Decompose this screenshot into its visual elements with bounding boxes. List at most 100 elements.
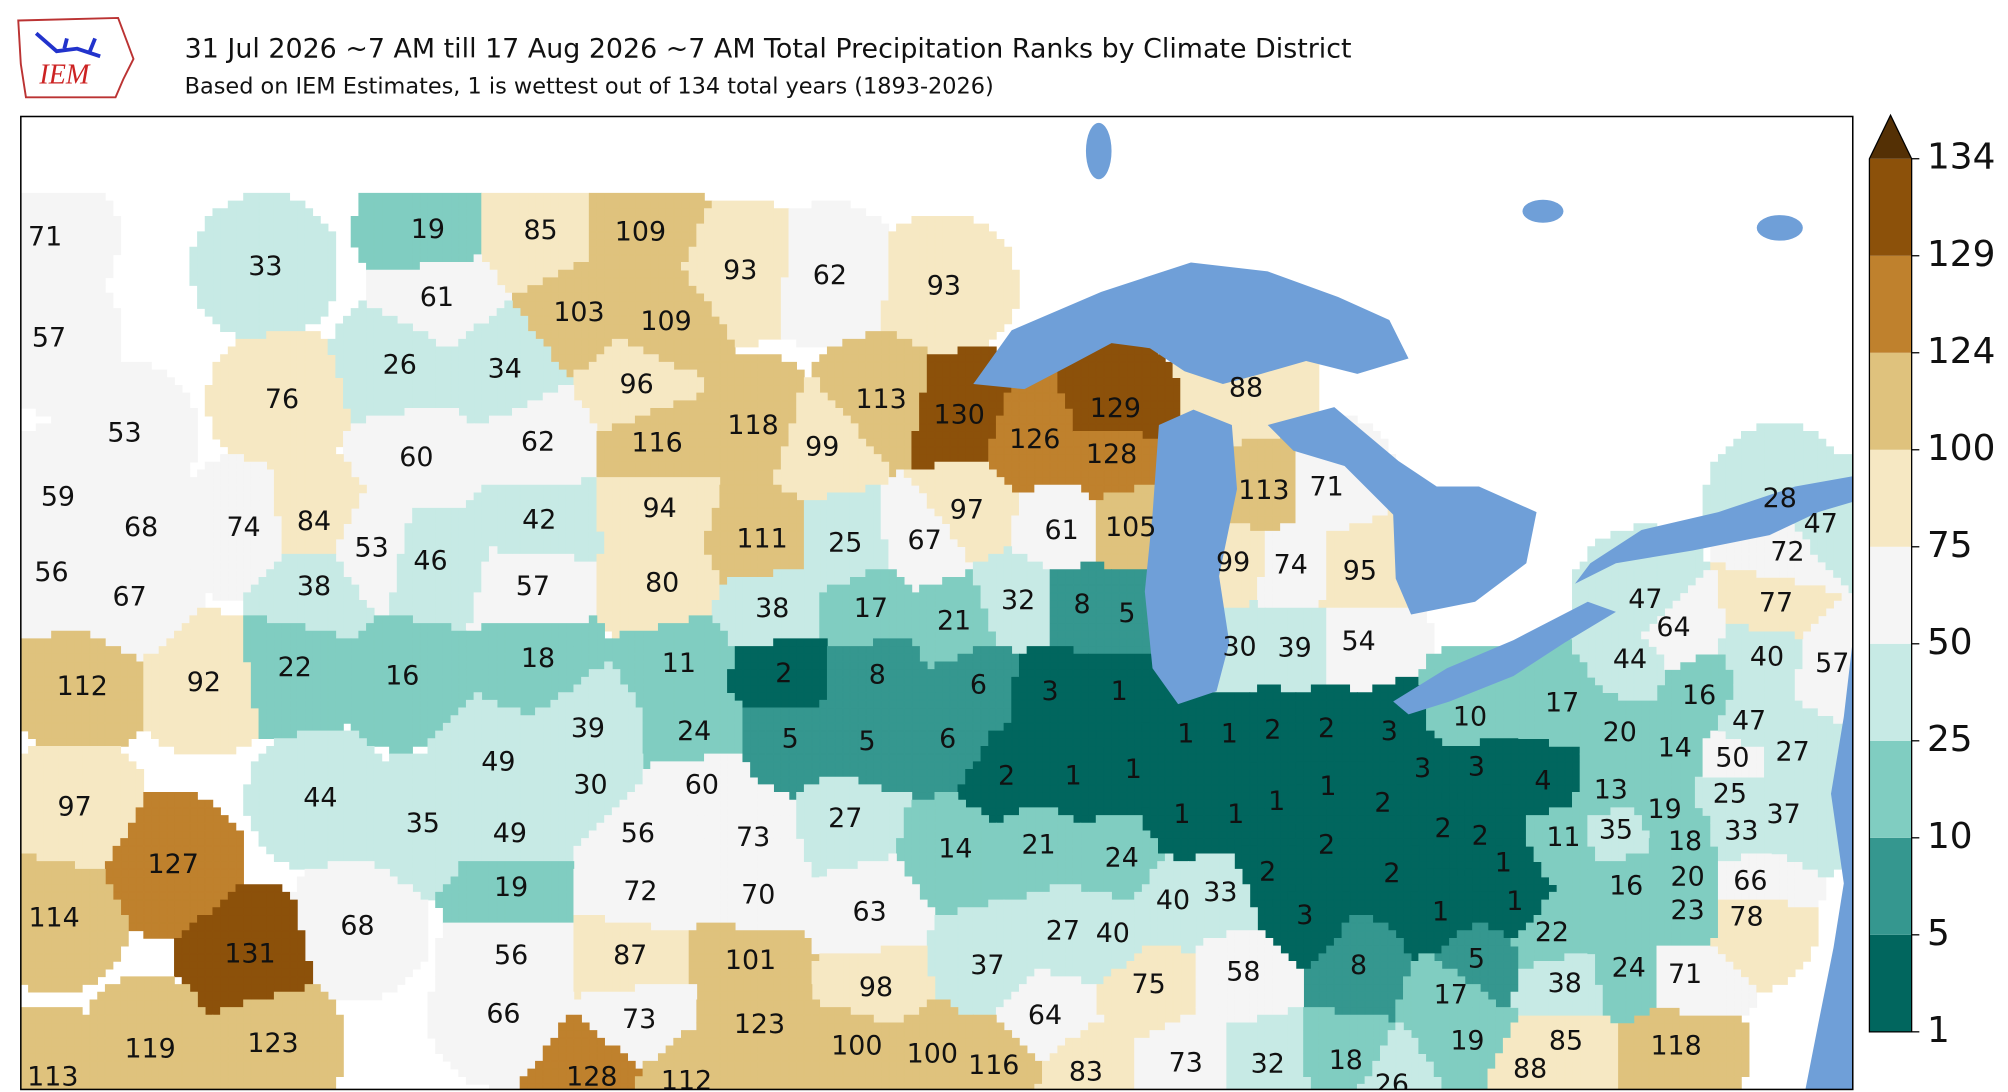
district-rank: 96 xyxy=(619,369,653,400)
district-rank: 116 xyxy=(968,1050,1019,1081)
district-rank: 47 xyxy=(1628,584,1662,615)
district xyxy=(1211,692,1258,778)
district-rank: 24 xyxy=(1105,843,1139,874)
lake-small xyxy=(1522,199,1564,223)
district-rank: 49 xyxy=(493,818,527,849)
district-rank: 2 xyxy=(1259,857,1276,888)
district xyxy=(20,285,122,417)
colorbar-outline xyxy=(1868,113,1913,1033)
district-rank: 1 xyxy=(1268,786,1285,817)
district xyxy=(1095,730,1174,816)
district xyxy=(1656,945,1758,1016)
district-rank: 54 xyxy=(1342,626,1376,657)
district-rank: 93 xyxy=(723,255,757,286)
district xyxy=(1710,899,1819,993)
district-rank: 42 xyxy=(522,505,556,536)
colorbar-label: 50 xyxy=(1927,622,1973,663)
district-rank: 73 xyxy=(622,1004,656,1035)
district xyxy=(20,192,122,294)
district-rank: 25 xyxy=(828,528,862,559)
district-rank: 2 xyxy=(1435,813,1452,844)
district xyxy=(465,546,598,632)
district-rank: 94 xyxy=(643,493,677,524)
district xyxy=(273,454,367,555)
district xyxy=(74,553,206,663)
district-rank: 1 xyxy=(1227,799,1244,830)
district-rank: 74 xyxy=(226,512,260,543)
district xyxy=(634,1022,751,1090)
district-rank: 3 xyxy=(1414,753,1431,784)
district-rank: 22 xyxy=(1535,917,1569,948)
district xyxy=(1034,1022,1135,1090)
colorbar: 1 5 10 25 50 75 100 124 129 134 xyxy=(1868,113,1995,1051)
district xyxy=(903,461,1020,563)
district xyxy=(20,853,129,993)
district-rank: 113 xyxy=(1238,475,1289,506)
district xyxy=(343,615,475,755)
district-rank: 70 xyxy=(741,880,775,911)
district xyxy=(1487,1022,1573,1090)
district xyxy=(20,630,145,747)
district-rank: 32 xyxy=(1251,1049,1285,1080)
district-rank: 85 xyxy=(1549,1026,1583,1057)
district-rank: 16 xyxy=(1609,871,1643,902)
district-rank: 56 xyxy=(621,818,655,849)
district-rank: 33 xyxy=(248,251,282,282)
district-rank: 14 xyxy=(938,834,972,865)
district-rank: 97 xyxy=(57,791,91,822)
district-rank: 38 xyxy=(755,593,789,624)
district-rank: 62 xyxy=(521,426,555,457)
district-rank: 40 xyxy=(1156,885,1190,916)
colorbar-label: 1 xyxy=(1927,1010,1950,1051)
district xyxy=(289,861,429,1001)
district-rank: 71 xyxy=(1668,959,1702,990)
district xyxy=(343,407,483,509)
district-rank: 21 xyxy=(1021,830,1055,861)
district-rank: 118 xyxy=(727,410,778,441)
district-rank: 101 xyxy=(725,945,776,976)
district-rank: 127 xyxy=(148,849,199,880)
district-rank: 50 xyxy=(1715,743,1749,774)
colorbar-segment xyxy=(1869,837,1912,935)
district-rank: 109 xyxy=(640,306,691,337)
district xyxy=(512,262,629,379)
district-rank: 32 xyxy=(1001,585,1035,616)
district xyxy=(350,192,483,271)
district-rank: 5 xyxy=(858,726,875,757)
district-rank: 6 xyxy=(970,670,987,701)
district-rank: 73 xyxy=(1169,1047,1203,1078)
district-rank: 71 xyxy=(1310,471,1344,502)
logo-icon xyxy=(34,31,101,59)
district-rank: 66 xyxy=(486,999,520,1030)
district xyxy=(535,661,644,763)
district-rank: 3 xyxy=(1468,752,1485,783)
district-rank: 37 xyxy=(970,950,1004,981)
district-rank: 87 xyxy=(613,940,647,971)
district xyxy=(427,692,552,809)
district-rank: 109 xyxy=(615,216,666,247)
district xyxy=(327,300,452,425)
district-rank: 99 xyxy=(1216,547,1250,578)
district-rank: 44 xyxy=(1613,644,1647,675)
district-rank: 97 xyxy=(950,494,984,525)
district xyxy=(957,1014,1043,1090)
district xyxy=(481,192,590,294)
district-rank: 3 xyxy=(1042,676,1059,707)
district xyxy=(189,192,337,340)
district-rank: 40 xyxy=(1096,918,1130,949)
district-rank: 14 xyxy=(1658,732,1692,763)
district-rank: 75 xyxy=(1132,969,1166,1000)
district-rank: 25 xyxy=(1713,778,1747,809)
district-rank: 1 xyxy=(1221,718,1238,749)
district-rank: 20 xyxy=(1603,717,1637,748)
map-frame xyxy=(20,115,1854,1091)
district-rank: 1 xyxy=(1125,754,1142,785)
colorbar-segment xyxy=(1869,643,1912,741)
colorbar-segment xyxy=(1869,934,1912,1032)
district-rank: 16 xyxy=(1682,680,1716,711)
water xyxy=(973,122,1853,1090)
district-rank: 4 xyxy=(1534,766,1551,797)
district-rank: 47 xyxy=(1732,706,1766,737)
district xyxy=(1134,1007,1228,1090)
